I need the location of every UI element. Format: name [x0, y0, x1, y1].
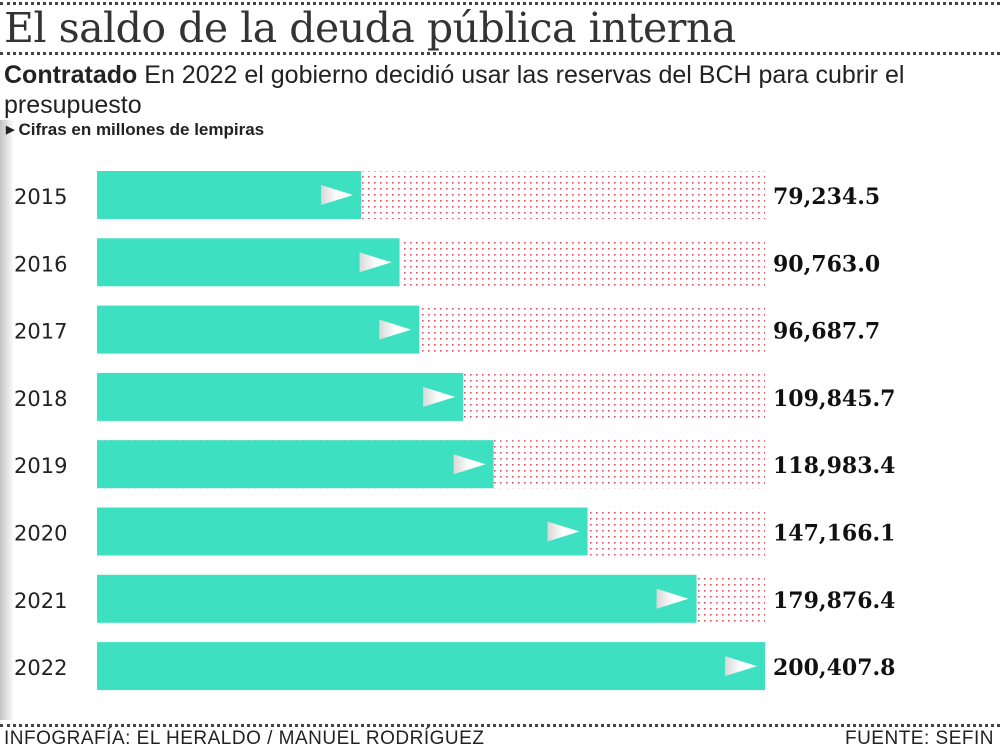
bar [97, 372, 464, 421]
bar [97, 574, 697, 623]
bar [97, 305, 420, 354]
subtitle-text: En 2022 el gobierno decidió usar las res… [4, 61, 905, 119]
value-label: 109,845.7 [773, 386, 895, 412]
footer-divider [0, 724, 1000, 727]
arrow-icon [656, 588, 689, 609]
chart-title: El saldo de la deuda pública interna [4, 4, 736, 52]
chart-subtitle: Contratado En 2022 el gobierno decidió u… [4, 60, 964, 120]
category-label: 2020 [14, 522, 67, 546]
category-label: 2019 [14, 454, 67, 478]
category-label: 2022 [14, 656, 67, 680]
bar [97, 642, 765, 691]
bar [97, 440, 494, 489]
arrow-icon [423, 386, 456, 407]
value-label: 147,166.1 [773, 521, 895, 547]
title-divider [0, 52, 1000, 55]
credit: INFOGRAFÍA: EL HERALDO / MANUEL RODRÍGUE… [4, 728, 485, 749]
category-label: 2015 [14, 185, 67, 209]
value-label: 179,876.4 [773, 588, 895, 614]
bar [97, 507, 588, 556]
page-shadow [0, 120, 14, 720]
category-label: 2016 [14, 252, 67, 276]
category-label: 2018 [14, 387, 67, 411]
arrow-icon [379, 319, 412, 340]
arrow-icon [453, 454, 486, 475]
unit-note: ▶ Cifras en millones de lempiras [6, 120, 264, 140]
triangle-icon: ▶ [6, 124, 15, 136]
top-divider [0, 2, 1000, 5]
value-label: 200,407.8 [773, 655, 895, 681]
unit-note-text: Cifras en millones de lempiras [18, 120, 265, 139]
value-label: 96,687.7 [773, 319, 880, 345]
value-label: 118,983.4 [773, 453, 895, 479]
value-label: 79,234.5 [773, 184, 880, 210]
subtitle-bold: Contratado [4, 61, 138, 89]
arrow-icon [321, 185, 354, 205]
bar [97, 171, 362, 219]
category-label: 2017 [14, 320, 67, 344]
arrow-icon [547, 521, 580, 542]
bar [97, 238, 400, 287]
arrow-icon [359, 252, 392, 273]
arrow-icon [725, 656, 757, 677]
category-label: 2021 [14, 589, 67, 613]
source: FUENTE: SEFIN [844, 728, 994, 749]
value-label: 90,763.0 [773, 251, 880, 277]
